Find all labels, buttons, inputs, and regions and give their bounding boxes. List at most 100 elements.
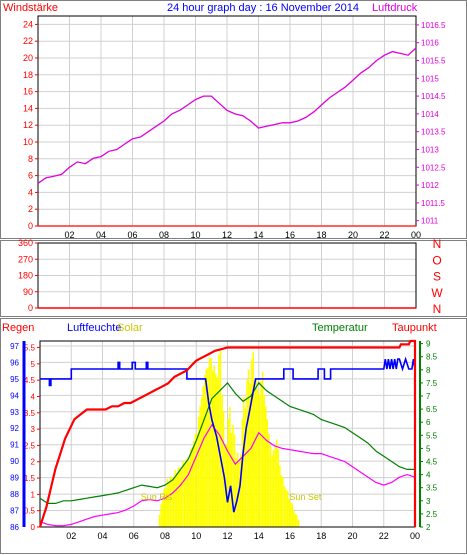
solar-bar: [254, 380, 256, 527]
solar-label: Solar: [117, 322, 143, 334]
temperature-tick-label: 8: [426, 366, 431, 375]
pressure-tick-label: 1016: [421, 39, 439, 48]
solar-bar: [171, 477, 173, 527]
temperature-tick-label: 6.5: [426, 405, 438, 414]
solar-bar: [210, 357, 212, 527]
solar-bar: [241, 418, 244, 527]
time-tick-label: 14: [254, 531, 264, 541]
time-tick-label: 08: [160, 531, 170, 541]
solar-bar: [261, 372, 264, 527]
pressure-label: Luftdruck: [372, 2, 418, 14]
chart-title: 24 hour graph day : 16 November 2014: [167, 2, 359, 14]
solar-bar: [172, 479, 175, 527]
solar-bar: [290, 502, 292, 527]
solar-bar: [180, 469, 183, 527]
panel-climate-x-ticks: 02 04 06 08 10 12 14 16 18 20 22 00: [66, 531, 420, 541]
humidity-tick-label: 93: [10, 408, 19, 417]
solar-bar: [188, 460, 190, 527]
panel-wind-pressure-border: [0, 0, 467, 239]
solar-bar: [263, 395, 265, 527]
dewpoint-line: [39, 423, 416, 527]
solar-bar: [255, 379, 258, 527]
humidity-tick-label: 86: [10, 523, 19, 532]
temperature-tick-label: 3: [426, 497, 431, 506]
solar-bar: [227, 418, 229, 527]
dewpoint-label: Taupunkt: [392, 322, 437, 334]
humidity-label: Luftfeuchte: [67, 322, 121, 334]
solar-bar: [247, 369, 250, 527]
pressure-tick-label: 1011.5: [421, 199, 445, 208]
humidity-tick-label: 89: [10, 474, 19, 483]
solar-bar: [196, 433, 198, 527]
solar-bar: [182, 461, 184, 527]
humidity-tick-label: 88: [10, 490, 19, 499]
temperature-tick-label: 9: [426, 340, 431, 349]
humidity-axis-ticks: 86 87 88 89 90 91 92 93 94 95 96 97: [10, 341, 26, 532]
humidity-line: [40, 356, 416, 513]
panel-wind-direction-grid: [38, 243, 416, 308]
solar-bar: [286, 490, 289, 527]
wind-label: Windstärke: [3, 2, 58, 14]
panel-wind-pressure-grid: [38, 16, 416, 226]
solar-bar: [186, 457, 189, 527]
solar-bar: [160, 504, 162, 527]
solar-bar: [243, 396, 245, 527]
solar-bar: [232, 424, 234, 527]
compass-tick-label: W: [431, 286, 443, 300]
solar-bar: [265, 406, 267, 527]
wind-tick-label: 4: [28, 187, 33, 197]
pressure-tick-label: 1014: [421, 110, 439, 119]
temperature-axis-ticks: 2 2.5 3 3.5 4 4.5 5 5.5 6 6.5 7 7.5 8 8.5 9: [419, 340, 438, 532]
solar-bar: [166, 478, 169, 527]
temperature-tick-label: 4.5: [426, 458, 438, 467]
rain-tick-label: 0: [31, 523, 36, 532]
pressure-line: [37, 47, 417, 184]
solar-bar: [291, 503, 294, 527]
solar-bar: [271, 455, 273, 527]
sunset-label: Sun Set: [289, 492, 322, 502]
wind-tick-label: 2: [28, 204, 33, 214]
solar-bar: [272, 450, 275, 527]
solar-bar: [175, 473, 178, 527]
time-tick-label: 00: [410, 531, 420, 541]
solar-bar: [279, 465, 281, 527]
time-tick-label: 16: [285, 531, 295, 541]
temperature-tick-label: 7.5: [426, 379, 438, 388]
solar-bar: [208, 358, 211, 527]
solar-bar: [238, 461, 240, 527]
panel-wind-direction-border: [0, 240, 467, 317]
solar-bar: [233, 434, 236, 527]
solar-bar: [229, 406, 231, 527]
solar-bar: [274, 447, 276, 527]
solar-bar: [168, 482, 170, 527]
pressure-tick-label: 1014.5: [421, 92, 446, 101]
wind-tick-label: 22: [23, 36, 33, 46]
rain-tick-label: 2.5: [24, 441, 36, 450]
direction-tick-label: 270: [18, 254, 33, 264]
time-tick-label: 02: [66, 531, 76, 541]
compass-tick-label: S: [433, 270, 441, 284]
compass-tick-label: O: [432, 253, 441, 267]
humidity-tick-label: 92: [10, 424, 19, 433]
solar-bar: [277, 449, 279, 527]
time-tick-label: 16: [285, 230, 295, 240]
solar-bar: [213, 365, 215, 527]
solar-bar: [269, 445, 272, 527]
solar-bar: [283, 486, 286, 527]
temperature-tick-label: 6: [426, 418, 431, 427]
temperature-tick-label: 7: [426, 392, 431, 401]
wind-tick-label: 14: [23, 103, 33, 113]
time-tick-label: 18: [316, 230, 326, 240]
time-tick-label: 20: [347, 531, 357, 541]
time-tick-label: 20: [348, 230, 358, 240]
temperature-label: Temperatur: [312, 322, 368, 334]
solar-bar: [282, 477, 284, 527]
panel-climate-series: [38, 339, 417, 528]
solar-bar: [288, 499, 290, 527]
rain-tick-label: 3: [31, 425, 36, 434]
rain-tick-label: 4.5: [24, 376, 36, 385]
solar-bar: [257, 389, 259, 527]
wind-tick-label: 20: [23, 53, 33, 63]
solar-bar: [252, 351, 254, 527]
pressure-axis-ticks: 1011 1011.5 1012 1012.5 1013 1013.5 1014 1014.5…: [416, 21, 446, 226]
